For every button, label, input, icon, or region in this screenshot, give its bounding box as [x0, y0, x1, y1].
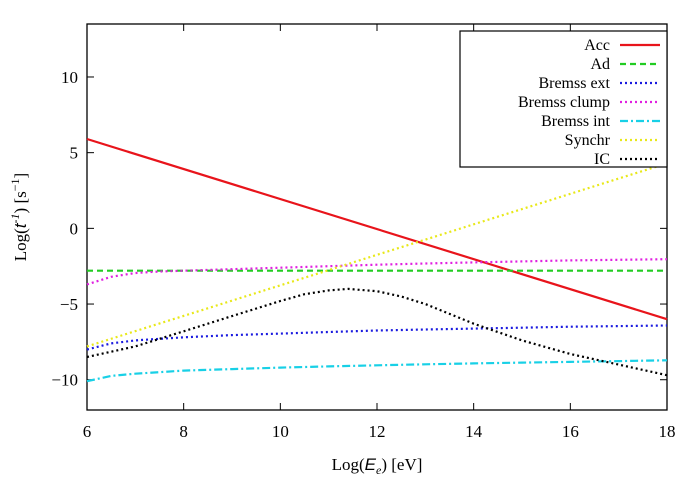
- y-label-sup: -1: [8, 213, 22, 223]
- x-label-sub: e: [376, 463, 382, 477]
- legend-label-synchr: Synchr: [565, 132, 611, 149]
- x-tick-label: 8: [179, 422, 188, 441]
- legend-label-ic: IC: [594, 151, 610, 168]
- series-line-bremss-ext: [86, 324, 668, 351]
- y-label-unit-sup: −1: [8, 178, 22, 191]
- x-tick-label: 18: [659, 422, 676, 441]
- y-tick-label: 10: [61, 68, 78, 87]
- x-label-suffix: ) [eV]: [381, 455, 422, 474]
- y-tick-label: −10: [51, 371, 78, 390]
- legend-label-bremss-clump: Bremss clump: [518, 94, 610, 111]
- x-tick-label: 10: [272, 422, 289, 441]
- y-label-close: ]: [11, 173, 30, 179]
- y-axis-label: Log(t-1) [s−1]: [8, 173, 30, 261]
- legend-box: [459, 30, 668, 168]
- x-tick-label: 12: [369, 422, 386, 441]
- x-tick-label: 14: [465, 422, 483, 441]
- x-axis-label: Log(Ee) [eV]: [332, 455, 423, 477]
- legend: Acc Ad Bremss ext Bremss clump Bremss int Syn…: [459, 30, 668, 168]
- legend-label-acc: Acc: [584, 37, 610, 54]
- series-line-ic: [86, 287, 668, 377]
- legend-label-bremss-int: Bremss int: [541, 113, 610, 130]
- series-line-acc: [86, 137, 668, 321]
- axis-ticks: 6 8 10 12 14 16 18 −10 −5 0 5 10: [51, 24, 676, 441]
- x-tick-label: 6: [83, 422, 92, 441]
- y-tick-label: −5: [60, 295, 78, 314]
- legend-label-bremss-ext: Bremss ext: [538, 75, 610, 92]
- legend-label-ad: Ad: [590, 56, 610, 73]
- x-label-var: E: [365, 455, 377, 474]
- x-tick-label: 16: [562, 422, 579, 441]
- series-lines: [86, 137, 668, 383]
- x-label-prefix: Log(: [332, 455, 365, 474]
- series-line-bremss-int: [86, 359, 668, 383]
- y-label-suffix: ) [s: [11, 191, 30, 213]
- y-tick-label: 0: [70, 219, 79, 238]
- y-tick-label: 5: [70, 144, 79, 163]
- series-line-synchr: [86, 162, 668, 348]
- y-label-var: t: [11, 222, 30, 228]
- y-label-prefix: Log(: [11, 228, 30, 261]
